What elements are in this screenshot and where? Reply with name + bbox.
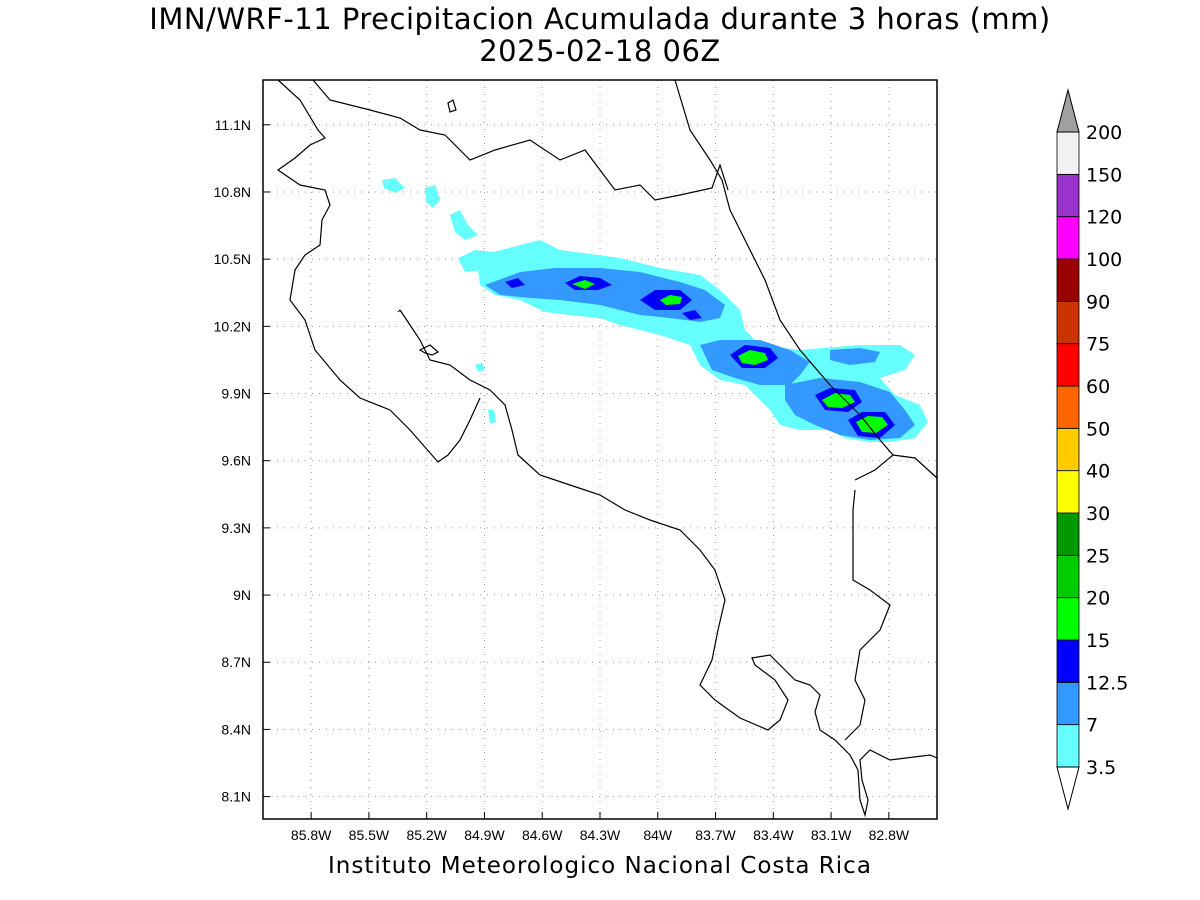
colorbar-swatch [1056,470,1080,514]
precip-core [505,278,525,288]
y-tick-label: 8.4N [221,721,251,737]
y-tick-label: 10.8N [214,184,251,200]
colorbar-level-label: 3.5 [1086,757,1116,779]
colorbar-level-label: 200 [1086,122,1122,144]
caribbean-coast [674,79,938,479]
colorbar-level-label: 7 [1086,715,1098,737]
grid-lines [263,80,937,819]
precip-peak [572,280,595,289]
colorbar-swatch [1056,300,1080,345]
colorbar-level-label: 150 [1086,164,1122,186]
precipitation-field [382,178,928,442]
precip-peak [822,393,855,408]
chira-island [418,344,440,356]
x-tick-label: 83.7W [695,827,736,843]
colorbar-swatch [1056,258,1080,302]
colorbar-level-label: 60 [1086,376,1110,398]
colorbar-swatch [1056,724,1080,768]
colorbar-swatch [1056,131,1080,175]
colorbar-level-label: 120 [1086,207,1122,229]
x-tick-label: 83.1W [811,827,852,843]
colorbar-level-label: 100 [1086,249,1122,271]
y-tick-label: 10.2N [214,318,251,334]
colorbar-swatch [1056,639,1080,683]
colorbar-swatch [1056,512,1080,556]
x-tick-label: 84.6W [522,827,563,843]
precip-blob [458,250,500,272]
colorbar: 3.5 7 12.5 15 20 25 30 40 50 60 75 90 100 120 150 200 [1056,88,1128,811]
y-tick-label: 9.3N [221,520,251,536]
colorbar-swatch [1056,681,1080,726]
precip-blob [450,210,478,240]
colorbar-swatch [1056,385,1080,429]
x-tick-label: 84.9W [464,827,505,843]
y-tick-label: 11.1N [215,117,251,133]
colorbar-level-label: 50 [1086,418,1110,440]
precip-core [682,310,702,320]
y-tick-label: 9.6N [221,453,251,469]
x-tick-label: 82.8W [869,827,910,843]
footer-credit: Instituto Meteorologico Nacional Costa R… [328,853,872,879]
y-tick-label: 9.9N [221,386,251,402]
x-tick-label: 85.2W [406,827,447,843]
precip-blob [488,410,496,424]
colorbar-under-triangle [1056,766,1080,811]
colorbar-swatch [1056,216,1080,260]
precip-peak [660,295,682,305]
island [447,99,457,113]
nicaragua-border [312,79,729,201]
nicoya-peninsula [397,309,401,313]
y-tick-label: 8.1N [221,789,251,805]
x-tick-label: 84.3W [580,827,621,843]
plot-frame [262,79,938,820]
precip-blob [475,363,485,372]
colorbar-swatch [1056,597,1080,641]
colorbar-level-label: 30 [1086,503,1110,525]
x-tick-label: 85.8W [291,827,332,843]
colorbar-level-label: 15 [1086,630,1110,652]
colorbar-level-label: 40 [1086,461,1110,483]
panama-border [854,454,894,481]
precip-blob [382,178,405,193]
x-tick-label: 84W [643,827,673,843]
colorbar-level-label: 25 [1086,545,1110,567]
colorbar-level-label: 12.5 [1086,672,1128,694]
panama-border-south [844,489,891,741]
colorbar-swatch [1056,173,1080,218]
precip-peak [738,350,768,365]
colorbar-swatch [1056,554,1080,599]
precip-blob [830,348,880,365]
y-axis-ticks: 11.1N 10.8N 10.5N 10.2N 9.9N 9.6N 9.3N 9N 8.7N 8.… [214,117,270,805]
colorbar-level-label: 75 [1086,334,1110,356]
precip-blob [425,185,440,208]
x-tick-label: 83.4W [753,827,794,843]
pacific-coast-north [276,79,481,463]
y-tick-label: 10.5N [214,251,251,267]
colorbar-level-label: 90 [1086,291,1110,313]
colorbar-swatch [1056,343,1080,387]
y-tick-label: 9N [233,587,251,603]
colorbar-swatch [1056,427,1080,472]
x-axis-ticks: 85.8W 85.5W 85.2W 84.9W 84.6W 84.3W 84W 83.7W 83… [291,812,910,843]
colorbar-level-label: 20 [1086,588,1110,610]
colorbar-over-triangle [1056,88,1080,133]
coastlines [276,79,938,818]
nicoya-gulf [399,309,938,818]
x-tick-label: 85.5W [349,827,390,843]
y-tick-label: 8.7N [221,654,251,670]
map-subtitle-date: 2025-02-18 06Z [479,34,721,68]
map-title: IMN/WRF-11 Precipitacion Acumulada duran… [149,2,1051,36]
